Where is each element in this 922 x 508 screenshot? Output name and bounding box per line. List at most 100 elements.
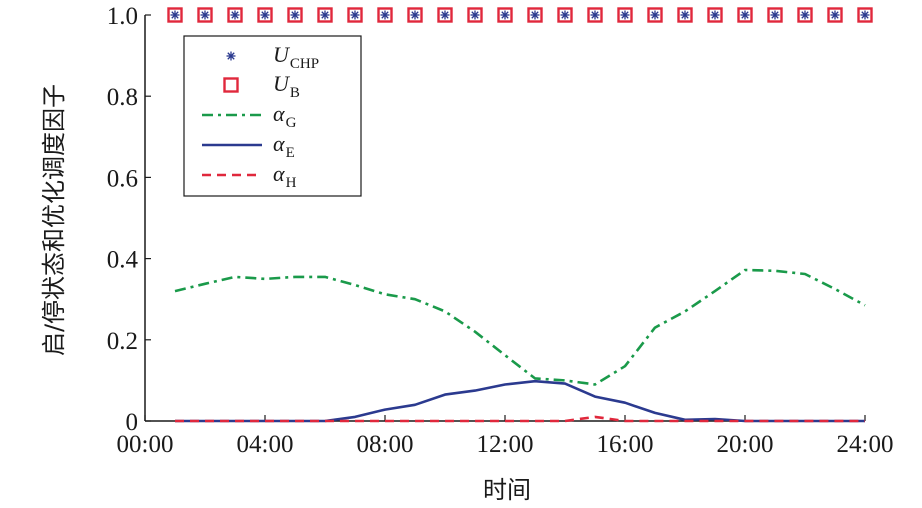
data-point-star [650, 10, 660, 20]
data-point-star [440, 10, 450, 20]
legend-item: αE [202, 131, 295, 161]
legend-label-subscript: B [290, 85, 300, 101]
star-stroke [801, 11, 809, 19]
legend-label: αG [273, 101, 297, 131]
legend-label: UCHP [273, 42, 319, 72]
data-point-star [290, 10, 300, 20]
data-point-star [320, 10, 330, 20]
star-stroke [231, 11, 239, 19]
y-tick-label: 0.6 [107, 165, 138, 192]
star-stroke [471, 11, 479, 19]
series-line [175, 415, 865, 423]
x-tick-label: 16:00 [597, 431, 654, 458]
legend-item: αH [202, 161, 297, 191]
y-tick-label: 0.4 [107, 247, 139, 274]
data-point-star [500, 10, 510, 20]
series-line [174, 268, 866, 386]
star-stroke [291, 11, 299, 19]
series-layer [167, 7, 873, 423]
legend-label-main: α [273, 101, 285, 126]
y-tick-label: 0.2 [107, 328, 138, 355]
data-point-square [377, 7, 393, 23]
series-α-g [174, 268, 866, 386]
data-point-square [617, 7, 633, 23]
star-stroke [531, 11, 539, 19]
data-point-square [167, 7, 183, 23]
x-tick-label: 12:00 [477, 431, 534, 458]
data-point-square [767, 7, 783, 23]
data-point-star [470, 10, 480, 20]
star-stroke [261, 11, 269, 19]
legend-label-subscript: E [286, 145, 295, 161]
data-point-star [590, 10, 600, 20]
data-point-star [830, 10, 840, 20]
star-stroke [591, 11, 599, 19]
data-point-star [800, 10, 810, 20]
star-stroke [561, 11, 569, 19]
data-point-star [710, 10, 720, 20]
data-point-star [560, 10, 570, 20]
x-tick-label: 00:00 [117, 431, 174, 458]
data-point-square [227, 7, 243, 23]
data-point-square [497, 7, 513, 23]
data-point-square [197, 7, 213, 23]
data-point-square [737, 7, 753, 23]
legend-marker-star [226, 51, 236, 61]
star-stroke [501, 11, 509, 19]
y-axis-ticks: 0 0.2 0.4 0.6 0.8 1.0 [107, 3, 151, 436]
data-point-star [680, 10, 690, 20]
data-point-star [170, 10, 180, 20]
data-point-square [707, 7, 723, 23]
y-tick-label: 0 [126, 409, 139, 436]
star-stroke [171, 11, 179, 19]
star-stroke [227, 52, 235, 60]
data-point-star [740, 10, 750, 20]
star-stroke [351, 11, 359, 19]
data-point-square [677, 7, 693, 23]
star-stroke [741, 11, 749, 19]
series-α-h [175, 415, 865, 423]
star-stroke [381, 11, 389, 19]
x-axis-title: 时间 [483, 476, 531, 504]
series-α-e [175, 379, 865, 423]
legend-label-subscript: CHP [290, 56, 319, 72]
y-tick-label: 1.0 [107, 3, 138, 30]
legend-label: αH [273, 161, 297, 191]
data-point-square [827, 7, 843, 23]
series-u-chp [170, 10, 870, 20]
data-point-square [437, 7, 453, 23]
legend-label: UB [273, 71, 300, 101]
star-stroke [681, 11, 689, 19]
x-tick-label: 04:00 [237, 431, 294, 458]
data-point-square [797, 7, 813, 23]
legend-item: αG [202, 101, 297, 131]
star-stroke [411, 11, 419, 19]
data-point-star [380, 10, 390, 20]
legend-label-main: α [273, 161, 285, 186]
star-stroke [441, 11, 449, 19]
legend-item: UCHP [226, 42, 319, 72]
data-point-square [527, 7, 543, 23]
data-point-star [530, 10, 540, 20]
y-axis-title: 启/停状态和优化调度因子 [40, 84, 68, 356]
data-point-star [230, 10, 240, 20]
star-stroke [711, 11, 719, 19]
x-tick-label: 20:00 [717, 431, 774, 458]
legend-label-subscript: G [286, 115, 297, 131]
data-point-star [860, 10, 870, 20]
series-u-b [167, 7, 873, 23]
star-stroke [861, 11, 869, 19]
legend-label-main: α [273, 131, 285, 156]
x-axis-ticks: 00:00 04:00 08:00 12:00 16:00 20:00 24:00 [117, 415, 894, 458]
data-point-square [347, 7, 363, 23]
legend-label-subscript: H [286, 175, 297, 191]
data-point-star [260, 10, 270, 20]
x-tick-label: 24:00 [837, 431, 894, 458]
legend-label-main: U [273, 42, 291, 67]
legend-marker-square [223, 77, 239, 93]
data-point-star [350, 10, 360, 20]
y-tick-label: 0.8 [107, 84, 138, 111]
data-point-square [257, 7, 273, 23]
